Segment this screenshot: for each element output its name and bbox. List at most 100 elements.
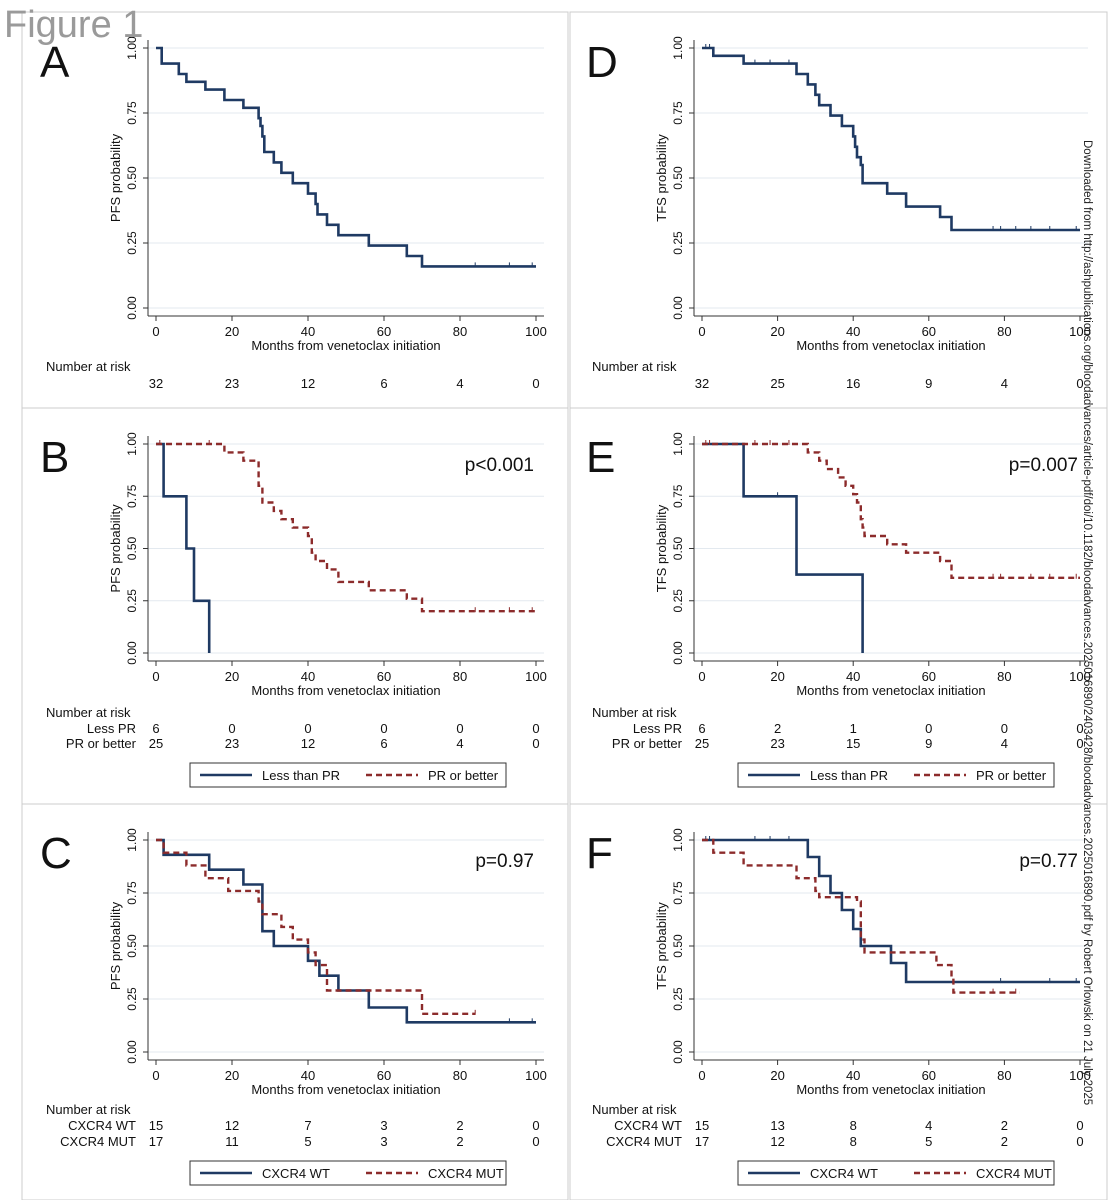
x-tick-label: 80: [453, 324, 467, 339]
y-tick-label: 0.00: [125, 641, 139, 665]
legend-label: CXCR4 WT: [810, 1166, 878, 1181]
x-tick-label: 60: [377, 324, 391, 339]
p-value: p=0.007: [1009, 455, 1078, 476]
x-tick-label: 80: [997, 324, 1011, 339]
y-tick-label: 1.00: [125, 432, 139, 456]
y-tick-label: 1.00: [671, 828, 685, 852]
y-tick-label: 0.75: [671, 101, 685, 125]
km-curve-pr-or-better: [156, 442, 536, 613]
y-tick-label: 0.50: [671, 536, 685, 560]
x-tick-label: 60: [922, 1068, 936, 1083]
risk-count: 11: [225, 1134, 239, 1149]
x-tick-label: 20: [225, 669, 239, 684]
km-curve-cxcr4-mut: [156, 838, 476, 1015]
legend-label: Less than PR: [810, 768, 888, 783]
risk-count: 0: [228, 721, 235, 736]
risk-count: 0: [532, 376, 539, 391]
x-tick-label: 0: [152, 669, 159, 684]
y-tick-label: 0.25: [671, 589, 685, 613]
risk-count: 0: [1076, 721, 1083, 736]
risk-table-title: Number at risk: [592, 1102, 677, 1117]
risk-count: 0: [925, 721, 932, 736]
y-axis-title: TFS probability: [654, 504, 669, 592]
risk-count: 3: [380, 1134, 387, 1149]
panel-letter: C: [40, 829, 72, 878]
legend-label: Less than PR: [262, 768, 340, 783]
risk-count: 2: [456, 1118, 463, 1133]
risk-count: 25: [149, 736, 163, 751]
km-curve-cxcr4-wt: [156, 838, 536, 1024]
risk-count: 5: [304, 1134, 311, 1149]
x-axis-title: Months from venetoclax initiation: [251, 338, 440, 353]
x-tick-label: 0: [698, 1068, 705, 1083]
risk-row-label: PR or better: [612, 736, 683, 751]
risk-count: 17: [149, 1134, 163, 1149]
y-tick-label: 0.00: [671, 641, 685, 665]
km-curve-all-patients: [702, 46, 1080, 232]
risk-count: 0: [1001, 721, 1008, 736]
y-tick-label: 1.00: [125, 828, 139, 852]
risk-count: 0: [1076, 1118, 1083, 1133]
risk-count: 16: [846, 376, 860, 391]
y-tick-label: 1.00: [671, 36, 685, 60]
x-tick-label: 0: [698, 324, 705, 339]
x-tick-label: 100: [525, 669, 547, 684]
panel-letter: D: [586, 38, 618, 87]
y-tick-label: 0.00: [671, 1040, 685, 1064]
y-axis-title: PFS probability: [108, 901, 123, 990]
risk-table-title: Number at risk: [592, 705, 677, 720]
risk-count: 12: [301, 376, 315, 391]
panel-a: A0.000.250.500.751.000 20 40 60 80 100Months …: [21, 11, 569, 409]
risk-count: 1: [850, 721, 857, 736]
y-tick-label: 0.75: [125, 101, 139, 125]
x-tick-label: 40: [301, 324, 315, 339]
y-tick-label: 0.50: [125, 536, 139, 560]
y-tick-label: 0.50: [125, 166, 139, 190]
panel-letter: E: [586, 433, 615, 482]
risk-count: 8: [850, 1118, 857, 1133]
x-tick-label: 60: [377, 669, 391, 684]
x-axis-title: Months from venetoclax initiation: [251, 1082, 440, 1097]
y-tick-label: 0.25: [671, 987, 685, 1011]
y-tick-label: 0.50: [125, 934, 139, 958]
y-axis-title: PFS probability: [108, 504, 123, 593]
x-tick-label: 60: [922, 324, 936, 339]
risk-count: 2: [456, 1134, 463, 1149]
legend-label: PR or better: [428, 768, 499, 783]
risk-count: 17: [695, 1134, 709, 1149]
panel-letter: A: [40, 38, 70, 87]
risk-count: 6: [152, 721, 159, 736]
x-tick-label: 20: [770, 669, 784, 684]
risk-row-label: CXCR4 MUT: [60, 1134, 136, 1149]
risk-count: 23: [225, 736, 239, 751]
panel-letter: B: [40, 433, 69, 482]
risk-count: 0: [532, 721, 539, 736]
risk-count: 4: [456, 376, 463, 391]
y-tick-label: 0.00: [671, 296, 685, 320]
p-value: p=0.97: [475, 851, 534, 872]
risk-count: 5: [925, 1134, 932, 1149]
x-axis-title: Months from venetoclax initiation: [796, 338, 985, 353]
km-curve-all-patients: [156, 46, 536, 268]
risk-table-title: Number at risk: [46, 359, 131, 374]
panel-d: D0.000.250.500.751.000 20 40 60 80 100Months …: [569, 11, 1108, 409]
risk-count: 0: [1076, 376, 1083, 391]
x-tick-label: 80: [453, 669, 467, 684]
x-tick-label: 0: [152, 1068, 159, 1083]
x-tick-label: 100: [1069, 669, 1091, 684]
x-tick-label: 60: [377, 1068, 391, 1083]
risk-count: 9: [925, 376, 932, 391]
risk-count: 32: [149, 376, 163, 391]
risk-count: 2: [1001, 1118, 1008, 1133]
x-tick-label: 0: [698, 669, 705, 684]
risk-count: 25: [770, 376, 784, 391]
risk-count: 12: [225, 1118, 239, 1133]
panel-e: E0.000.250.500.751.000 20 40 60 80 100Months …: [569, 407, 1108, 805]
x-axis-title: Months from venetoclax initiation: [796, 1082, 985, 1097]
risk-count: 4: [925, 1118, 932, 1133]
risk-count: 4: [456, 736, 463, 751]
x-tick-label: 20: [770, 324, 784, 339]
risk-count: 6: [698, 721, 705, 736]
risk-count: 0: [532, 1118, 539, 1133]
risk-count: 0: [1076, 1134, 1083, 1149]
